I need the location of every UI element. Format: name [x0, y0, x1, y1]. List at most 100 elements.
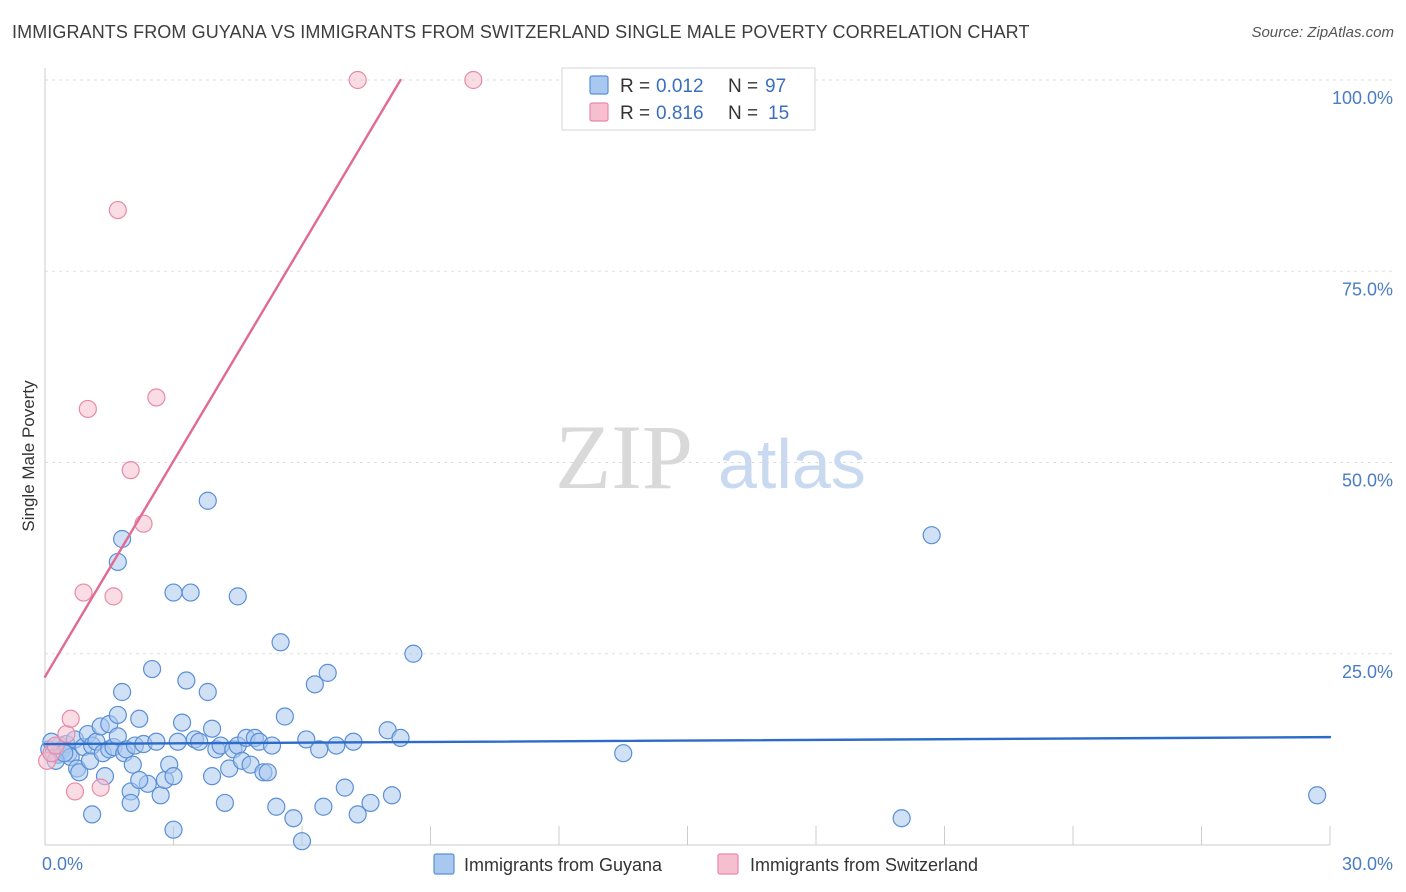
guyana-point — [922, 526, 941, 545]
guyana-point — [262, 736, 282, 755]
guyana-point — [258, 763, 277, 782]
switzerland-points — [38, 70, 483, 801]
guyana-trend-line — [43, 735, 1332, 746]
guyana-point — [108, 705, 127, 725]
x-tick-label: 30.0% — [1342, 854, 1393, 874]
switzerland-point — [108, 200, 127, 220]
guyana-point — [83, 805, 102, 824]
guyana-point — [228, 587, 247, 606]
legend-n-value-switzerland: 15 — [768, 103, 789, 124]
watermark: ZIP atlas — [555, 406, 866, 508]
guyana-point — [348, 805, 367, 824]
guyana-point — [327, 736, 346, 755]
legend: R = 0.012 N = 97 R = 0.816 N = 15 — [561, 67, 816, 131]
guyana-point — [892, 809, 911, 828]
y-tick-label: 25.0% — [1342, 662, 1393, 682]
guyana-point — [130, 770, 149, 790]
switzerland-point — [147, 388, 166, 407]
series-legend-label-switzerland: Immigrants from Switzerland — [750, 855, 978, 875]
guyana-point — [202, 719, 222, 738]
y-tick-labels: 25.0% 50.0% 75.0% 100.0% — [1332, 88, 1393, 682]
switzerland-point — [134, 514, 153, 533]
guyana-point — [142, 659, 162, 679]
legend-n-label-switzerland: N = — [728, 103, 758, 124]
guyana-point — [318, 663, 337, 682]
guyana-point — [1308, 786, 1327, 805]
guyana-point — [267, 797, 286, 816]
series-legend-swatch-switzerland — [717, 853, 739, 875]
guyana-point — [314, 797, 333, 816]
guyana-point — [292, 832, 312, 851]
guyana-point — [168, 732, 187, 751]
guyana-point — [123, 755, 142, 774]
guyana-point — [391, 728, 410, 748]
guyana-point — [130, 709, 149, 728]
guyana-point — [284, 809, 303, 828]
series-legend: Immigrants from Guyana Immigrants from S… — [433, 853, 978, 875]
guyana-point — [121, 793, 140, 813]
guyana-point — [108, 727, 127, 746]
guyana-point — [164, 583, 183, 602]
source-label: Source: ZipAtlas.com — [1251, 24, 1394, 41]
guyana-point — [310, 740, 329, 759]
guyana-point — [275, 707, 294, 726]
switzerland-point — [74, 583, 93, 602]
guyana-point — [172, 713, 192, 732]
guyana-point — [404, 644, 423, 663]
y-tick-label: 50.0% — [1342, 471, 1393, 491]
series-legend-swatch-guyana — [433, 853, 455, 875]
y-tick-label: 100.0% — [1332, 88, 1393, 108]
switzerland-point — [348, 70, 367, 90]
guyana-point — [335, 778, 354, 797]
x-tick-label: 0.0% — [42, 854, 83, 874]
guyana-point — [164, 820, 183, 839]
series-legend-label-guyana: Immigrants from Guyana — [464, 855, 663, 875]
guyana-point — [190, 732, 209, 751]
guyana-point — [215, 793, 234, 813]
y-axis-label: Single Male Poverty — [19, 380, 38, 532]
guyana-point — [271, 633, 290, 652]
legend-r-label-guyana: R = — [620, 76, 650, 97]
switzerland-point — [78, 399, 97, 419]
switzerland-point — [65, 782, 85, 801]
trend-lines — [43, 78, 1332, 746]
switzerland-point — [121, 461, 140, 480]
axes — [44, 68, 1331, 846]
guyana-points — [40, 491, 1327, 851]
guyana-point — [305, 675, 324, 694]
watermark-zip: ZIP — [555, 406, 693, 508]
guyana-point — [198, 682, 217, 702]
gridlines — [45, 79, 1392, 655]
guyana-point — [112, 682, 132, 702]
guyana-point — [147, 732, 166, 751]
legend-n-label-guyana: N = — [728, 76, 758, 97]
switzerland-point — [104, 587, 123, 606]
switzerland-point — [91, 778, 110, 797]
legend-n-value-guyana: 97 — [765, 76, 786, 97]
guyana-point — [198, 491, 217, 510]
guyana-point — [181, 583, 200, 602]
guyana-point — [614, 744, 633, 763]
switzerland-point — [46, 736, 65, 755]
guyana-point — [151, 786, 170, 805]
y-tick-label: 75.0% — [1342, 279, 1393, 299]
legend-swatch-guyana — [589, 75, 609, 95]
guyana-point — [70, 763, 89, 782]
chart-title: IMMIGRANTS FROM GUYANA VS IMMIGRANTS FRO… — [12, 22, 1030, 42]
legend-swatch-switzerland — [589, 102, 609, 122]
guyana-point — [202, 767, 222, 786]
guyana-point — [177, 671, 196, 690]
guyana-point — [382, 786, 402, 805]
guyana-point — [164, 767, 183, 786]
switzerland-point — [57, 724, 76, 744]
switzerland-trend-line — [43, 78, 402, 678]
watermark-atlas: atlas — [718, 425, 866, 503]
guyana-point — [361, 793, 380, 813]
x-tick-labels: 0.0% 30.0% — [42, 854, 1393, 874]
legend-r-value-guyana: 0.012 — [656, 76, 704, 97]
legend-r-label-switzerland: R = — [620, 103, 650, 124]
legend-r-value-switzerland: 0.816 — [656, 103, 704, 124]
switzerland-point — [464, 70, 483, 90]
switzerland-point — [61, 709, 80, 728]
